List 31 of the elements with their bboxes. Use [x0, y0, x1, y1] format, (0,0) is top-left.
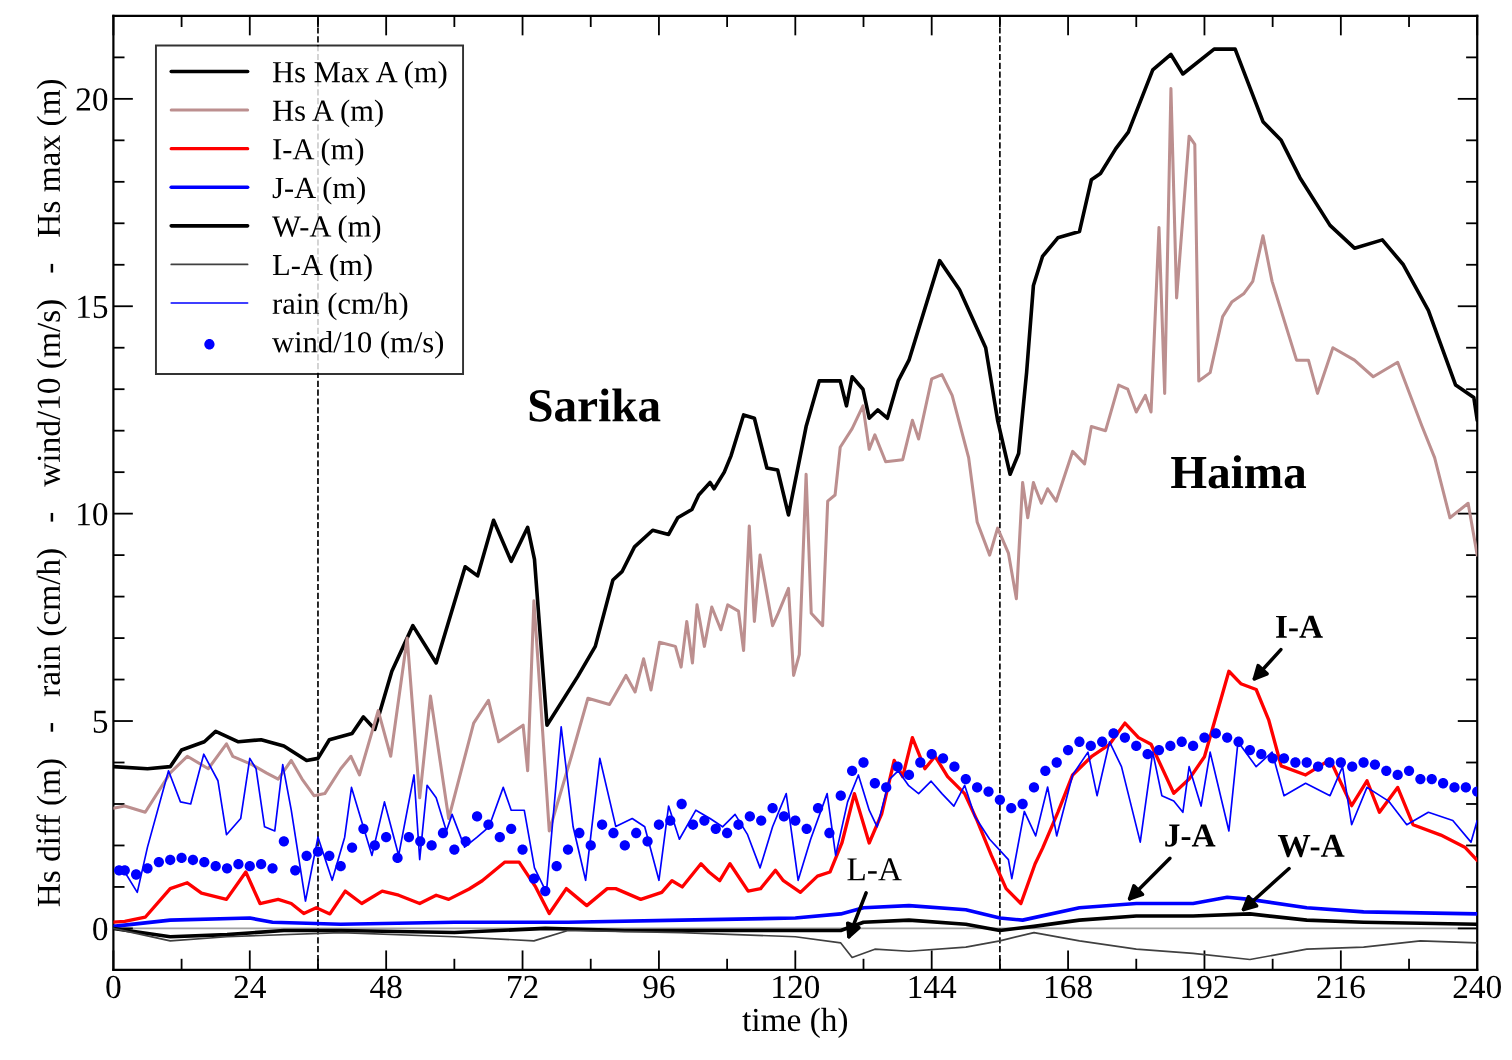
- x-tick-label: 72: [508, 975, 538, 998]
- x-axis-title: time (h): [742, 1007, 848, 1038]
- x-tick-label: 192: [1182, 975, 1228, 999]
- legend-label: L-A (m): [272, 253, 372, 282]
- y-tick-label: 0: [93, 917, 108, 941]
- legend-label: wind/10 (m/s): [272, 331, 444, 359]
- annotation: Haima: [1171, 455, 1307, 489]
- y-tick-label: 5: [93, 710, 108, 733]
- x-tick-label: 216: [1317, 975, 1365, 999]
- legend-label: I-A (m): [273, 138, 364, 166]
- y-tick-label: 10: [78, 503, 108, 526]
- x-tick-label: 168: [1046, 975, 1092, 999]
- annotation: I-A: [1276, 615, 1323, 638]
- legend-label: J-A (m): [272, 176, 365, 205]
- annotation: W-A: [1277, 834, 1345, 858]
- legend-label: rain (cm/h): [272, 292, 408, 321]
- legend-label: Hs Max A (m): [272, 60, 447, 89]
- legend-label: Hs A (m): [272, 99, 383, 128]
- x-tick-label: 24: [234, 975, 266, 998]
- legend-label: W-A (m): [272, 215, 381, 244]
- y-axis-title: Hs diff (m) - rain (cm/h) - wind/10 (m/s) - Hs max (m): [36, 79, 67, 907]
- x-tick-label: 240: [1453, 975, 1501, 999]
- x-tick-label: 120: [773, 975, 820, 999]
- y-tick-label: 15: [78, 295, 108, 319]
- annotation: Sarika: [529, 388, 661, 422]
- x-tick-label: 96: [643, 975, 675, 999]
- x-tick-label: 48: [370, 975, 402, 999]
- x-tick-label: 144: [909, 975, 957, 998]
- annotation: J-A: [1165, 824, 1216, 847]
- y-tick-label: 20: [76, 88, 108, 111]
- annotation: L-A: [847, 858, 902, 881]
